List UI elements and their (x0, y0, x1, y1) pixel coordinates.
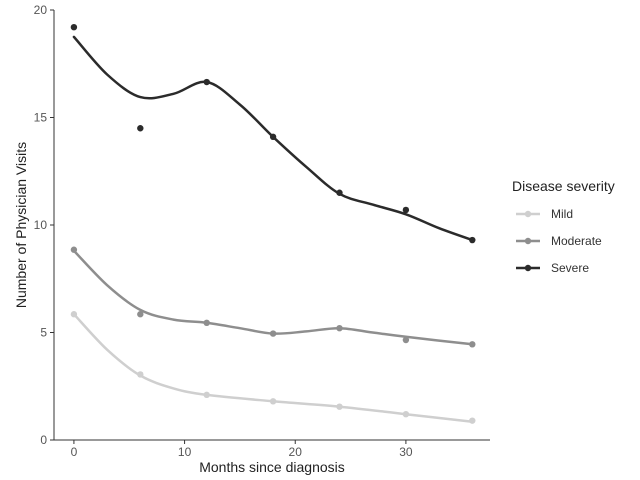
moderate-point (70, 246, 78, 253)
mild-point (269, 398, 277, 405)
legend-title: Disease severity (512, 178, 615, 194)
moderate-point (203, 319, 210, 327)
y-tick-label: 0 (40, 433, 47, 447)
mild-point (203, 391, 210, 399)
mild-point (402, 411, 410, 418)
moderate-point (469, 341, 476, 348)
severe-point (137, 125, 144, 132)
legend: Disease severity Mild Moderate Severe (512, 178, 615, 275)
severe-point (70, 24, 78, 31)
y-tick-label: 5 (40, 326, 47, 340)
x-tick-label: 20 (289, 445, 303, 459)
plot-area (70, 24, 476, 424)
x-tick-label: 0 (71, 445, 78, 459)
y-tick-label: 10 (34, 218, 48, 232)
y-axis-title: Number of Physician Visits (13, 142, 29, 308)
moderate-point (269, 330, 277, 337)
severe-point (402, 206, 410, 214)
severe-legend-key-point (524, 264, 532, 272)
severe-point (203, 78, 210, 86)
moderate-point (336, 325, 343, 332)
mild-point (70, 311, 78, 318)
axes: 0 10 20 30 0 5 10 15 20 (34, 3, 490, 459)
y-tick-label: 20 (34, 3, 48, 17)
moderate-legend-key-point (524, 237, 532, 245)
severe-point (269, 133, 277, 141)
x-tick-label: 30 (399, 445, 413, 459)
moderate-point (402, 336, 410, 344)
mild-trend-line (72, 312, 474, 423)
severe-point (336, 189, 343, 196)
x-tick-label: 10 (178, 445, 192, 459)
severe-legend-label: Severe (551, 261, 589, 275)
moderate-legend-label: Moderate (551, 234, 602, 248)
y-tick-label: 15 (34, 111, 48, 125)
mild-legend-label: Mild (551, 207, 573, 221)
mild-point (336, 403, 343, 410)
moderate-trend-line (72, 249, 474, 346)
mild-legend-key-point (524, 210, 532, 218)
mild-point (469, 417, 476, 424)
mild-point (137, 371, 144, 378)
moderate-point (137, 311, 144, 318)
severe-point (469, 236, 476, 244)
x-axis-title: Months since diagnosis (199, 459, 345, 475)
